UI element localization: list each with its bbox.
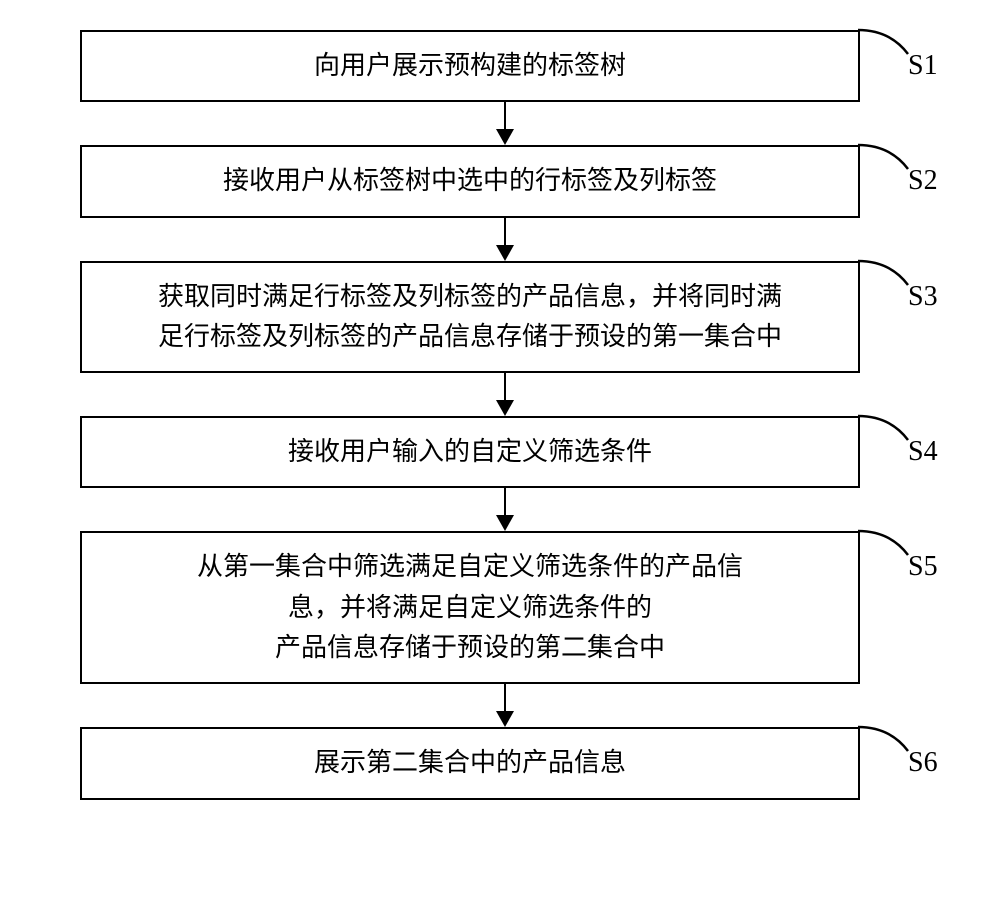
step-s6: 展示第二集合中的产品信息S6: [80, 727, 930, 799]
flow-box: 从第一集合中筛选满足自定义筛选条件的产品信 息，并将满足自定义筛选条件的 产品信…: [80, 531, 860, 684]
flowchart-container: 向用户展示预构建的标签树S1 接收用户从标签树中选中的行标签及列标签S2 获取同时满…: [80, 30, 930, 800]
arrow-head-icon: [496, 711, 514, 727]
flow-box-text: 向用户展示预构建的标签树: [314, 46, 626, 86]
step-s3: 获取同时满足行标签及列标签的产品信息，并将同时满 足行标签及列标签的产品信息存储…: [80, 261, 930, 374]
step-s1: 向用户展示预构建的标签树S1: [80, 30, 930, 102]
step-label: S3: [908, 281, 938, 313]
arrow-line: [504, 373, 507, 401]
step-s2: 接收用户从标签树中选中的行标签及列标签S2: [80, 145, 930, 217]
flow-box-text: 接收用户输入的自定义筛选条件: [288, 432, 652, 472]
arrow-line: [504, 102, 507, 130]
flow-box-text: 从第一集合中筛选满足自定义筛选条件的产品信 息，并将满足自定义筛选条件的 产品信…: [197, 547, 743, 668]
flow-box-text: 展示第二集合中的产品信息: [314, 743, 626, 783]
arrow-line: [504, 218, 507, 246]
step-label: S1: [908, 50, 938, 82]
arrow-line: [504, 684, 507, 712]
flow-arrow: [115, 373, 895, 416]
flow-box: 接收用户从标签树中选中的行标签及列标签: [80, 145, 860, 217]
step-s5: 从第一集合中筛选满足自定义筛选条件的产品信 息，并将满足自定义筛选条件的 产品信…: [80, 531, 930, 684]
flow-box: 向用户展示预构建的标签树: [80, 30, 860, 102]
arrow-line: [504, 488, 507, 516]
flow-box: 展示第二集合中的产品信息: [80, 727, 860, 799]
flow-arrow: [115, 488, 895, 531]
flow-arrow: [115, 218, 895, 261]
flow-box: 获取同时满足行标签及列标签的产品信息，并将同时满 足行标签及列标签的产品信息存储…: [80, 261, 860, 374]
flow-box-text: 获取同时满足行标签及列标签的产品信息，并将同时满 足行标签及列标签的产品信息存储…: [158, 277, 782, 358]
step-label: S2: [908, 165, 938, 197]
arrow-head-icon: [496, 400, 514, 416]
flow-arrow: [115, 684, 895, 727]
flow-box: 接收用户输入的自定义筛选条件: [80, 416, 860, 488]
step-label: S5: [908, 551, 938, 583]
step-label: S6: [908, 747, 938, 779]
arrow-head-icon: [496, 129, 514, 145]
flow-arrow: [115, 102, 895, 145]
flow-box-text: 接收用户从标签树中选中的行标签及列标签: [223, 161, 717, 201]
arrow-head-icon: [496, 515, 514, 531]
arrow-head-icon: [496, 245, 514, 261]
step-label: S4: [908, 436, 938, 468]
step-s4: 接收用户输入的自定义筛选条件S4: [80, 416, 930, 488]
